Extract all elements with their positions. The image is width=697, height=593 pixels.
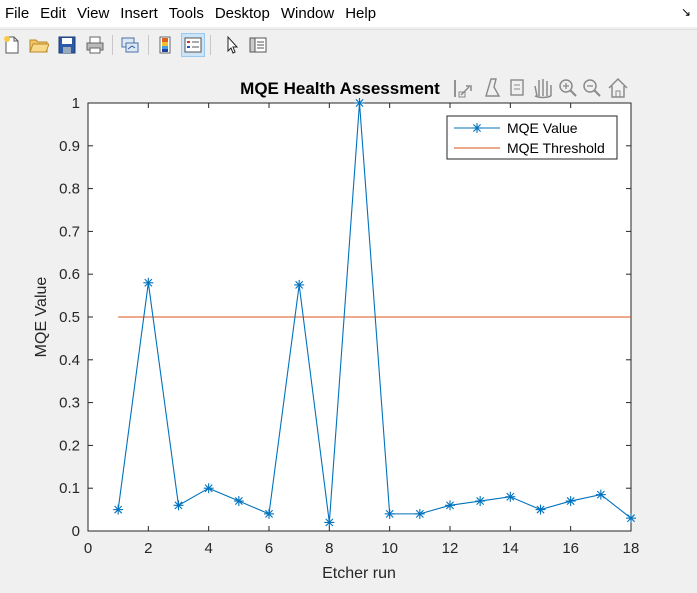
data-point-marker bbox=[354, 98, 365, 108]
insert-colorbar-icon[interactable] bbox=[154, 33, 178, 57]
data-point-marker bbox=[475, 496, 486, 507]
legend-label-mqe-threshold: MQE Threshold bbox=[507, 140, 605, 156]
menu-view[interactable]: View bbox=[77, 5, 110, 22]
legend-box bbox=[446, 115, 618, 160]
menu-edit[interactable]: Edit bbox=[40, 5, 67, 22]
pan-icon[interactable] bbox=[534, 79, 552, 99]
y-axis-label: MQE Value bbox=[33, 277, 50, 358]
data-point-marker bbox=[173, 500, 184, 511]
menu-help[interactable]: Help bbox=[345, 5, 377, 22]
data-point-marker bbox=[595, 489, 606, 500]
data-point-marker bbox=[626, 513, 636, 524]
data-point-marker bbox=[324, 517, 335, 528]
x-tick-label: 2 bbox=[144, 540, 152, 557]
menu-window[interactable]: Window bbox=[280, 5, 335, 22]
data-point-marker bbox=[384, 508, 395, 519]
menu-bar: File Edit View Insert Tools Desktop Wind… bbox=[0, 0, 697, 27]
plot-series bbox=[113, 98, 636, 528]
axes-toolbar bbox=[454, 77, 628, 99]
x-axis-label: Etcher run bbox=[322, 565, 396, 582]
plot-svg[interactable]: MQE Health Assessment bbox=[0, 61, 697, 588]
y-tick-label: 0.7 bbox=[59, 223, 80, 240]
y-tick-label: 0 bbox=[72, 523, 80, 540]
print-icon[interactable] bbox=[83, 33, 107, 57]
y-tick-label: 0.1 bbox=[59, 480, 80, 497]
y-tick-label: 0.4 bbox=[59, 352, 80, 369]
insert-legend-icon[interactable] bbox=[181, 33, 205, 57]
data-point-marker bbox=[203, 483, 214, 494]
x-tick-label: 10 bbox=[381, 540, 398, 557]
data-point-marker bbox=[113, 504, 124, 515]
x-tick-label: 16 bbox=[562, 540, 579, 557]
data-point-marker bbox=[565, 496, 576, 507]
link-plot-icon[interactable] bbox=[118, 33, 142, 57]
y-tick-label: 0.6 bbox=[59, 266, 80, 283]
legend-marker-mqe-value bbox=[472, 123, 482, 133]
y-tick-label: 0.2 bbox=[59, 437, 80, 454]
menu-tools[interactable]: Tools bbox=[168, 5, 204, 22]
data-point-marker bbox=[445, 500, 455, 511]
data-point-marker bbox=[233, 496, 244, 507]
x-tick-label: 4 bbox=[204, 540, 212, 557]
figure-canvas: MQE Health Assessment bbox=[0, 61, 697, 588]
series-line-mqe-value bbox=[117, 102, 632, 523]
data-point-marker bbox=[414, 508, 425, 519]
menu-desktop[interactable]: Desktop bbox=[214, 5, 270, 22]
menu-insert[interactable]: Insert bbox=[120, 5, 158, 22]
toolbar-separator bbox=[148, 35, 149, 55]
menu-file[interactable]: File bbox=[5, 5, 30, 22]
edit-plot-arrow-icon[interactable] bbox=[220, 33, 244, 57]
legend-label-mqe-value: MQE Value bbox=[507, 120, 578, 136]
export-icon[interactable] bbox=[458, 85, 472, 98]
y-axis: 0 0.1 0.2 0.3 0.4 0.5 0.6 0.7 0.8 0.9 1 bbox=[59, 95, 631, 540]
x-tick-label: 8 bbox=[325, 540, 333, 557]
data-point-marker bbox=[143, 277, 154, 288]
zoom-in-icon[interactable] bbox=[559, 79, 577, 97]
data-point-marker bbox=[505, 491, 516, 502]
figure-toolbar bbox=[0, 29, 697, 62]
save-icon[interactable] bbox=[55, 33, 79, 57]
legend-asterisk-marker bbox=[472, 123, 482, 133]
brush-icon[interactable] bbox=[485, 78, 501, 97]
y-tick-label: 1 bbox=[72, 95, 80, 112]
y-tick-label: 0.5 bbox=[59, 309, 80, 326]
y-tick-label: 0.8 bbox=[59, 181, 80, 198]
legend[interactable]: MQE Value MQE Threshold bbox=[446, 115, 618, 160]
open-file-icon[interactable] bbox=[27, 33, 51, 57]
toolbar-separator bbox=[112, 35, 113, 55]
y-tick-label: 0.3 bbox=[59, 395, 80, 412]
toolbar-separator bbox=[210, 35, 211, 55]
data-tips-icon[interactable] bbox=[510, 79, 524, 96]
x-tick-label: 12 bbox=[442, 540, 459, 557]
x-tick-label: 6 bbox=[265, 540, 273, 557]
x-tick-label: 14 bbox=[502, 540, 519, 557]
x-tick-label: 0 bbox=[84, 540, 92, 557]
x-axis: 0 2 4 6 8 10 12 14 16 18 bbox=[84, 103, 640, 557]
zoom-out-icon[interactable] bbox=[583, 79, 601, 97]
new-figure-icon[interactable] bbox=[0, 33, 24, 57]
data-point-marker bbox=[535, 504, 546, 515]
x-tick-label: 18 bbox=[623, 540, 640, 557]
dock-arrow-icon[interactable]: ↘ bbox=[680, 5, 691, 19]
data-point-marker bbox=[294, 279, 305, 290]
data-point-marker bbox=[264, 508, 274, 519]
home-icon[interactable] bbox=[608, 77, 628, 98]
y-tick-label: 0.9 bbox=[59, 138, 80, 155]
chart-title: MQE Health Assessment bbox=[240, 79, 440, 98]
property-inspector-icon[interactable] bbox=[246, 33, 270, 57]
